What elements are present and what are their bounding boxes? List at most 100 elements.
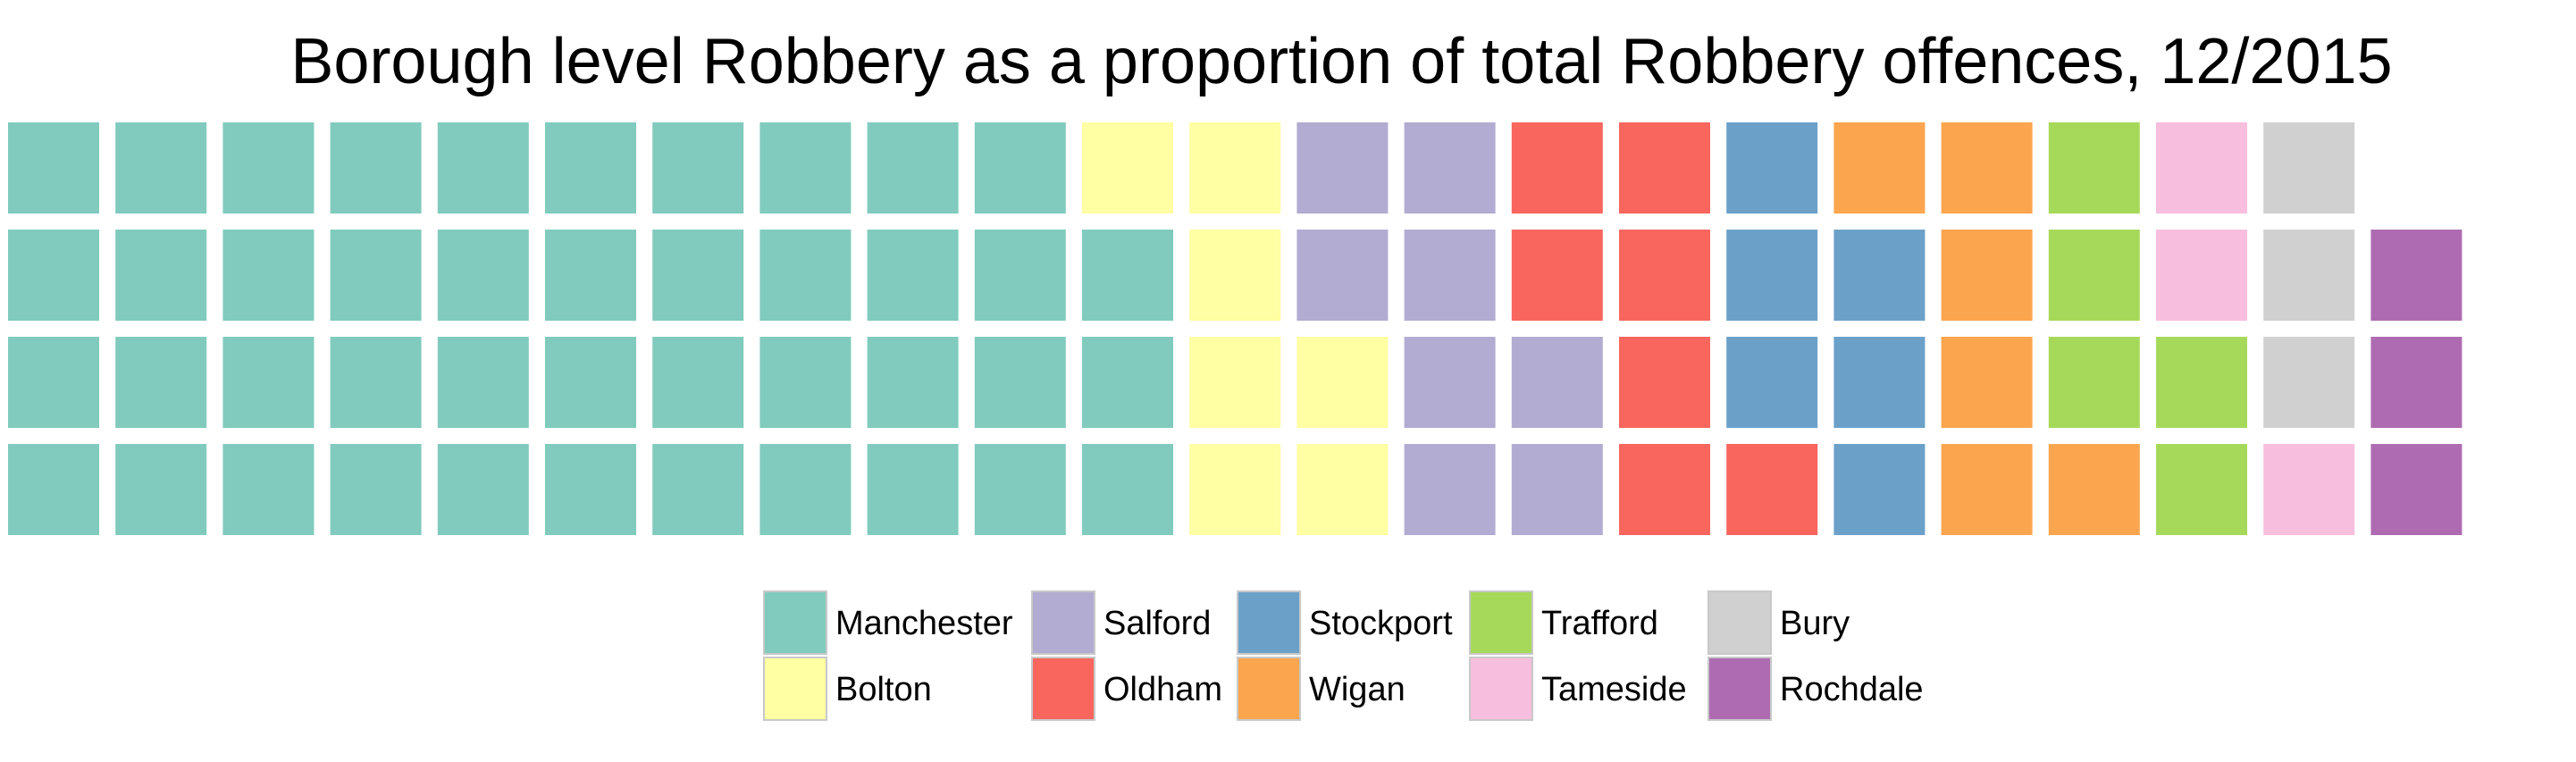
waffle-cell-manchester bbox=[759, 337, 852, 428]
legend-label: Trafford bbox=[1541, 605, 1658, 642]
waffle-cell-manchester bbox=[222, 337, 315, 428]
waffle-cell-salford bbox=[1296, 122, 1389, 214]
waffle-cell-manchester bbox=[759, 122, 852, 214]
waffle-cell-salford bbox=[1296, 230, 1389, 321]
legend-item-salford: Salford bbox=[1031, 590, 1211, 655]
waffle-cell-manchester bbox=[974, 337, 1066, 428]
waffle-cell-manchester bbox=[652, 230, 744, 321]
legend-label: Manchester bbox=[835, 605, 1013, 642]
waffle-cell-manchester bbox=[8, 444, 99, 535]
waffle-cell-manchester bbox=[867, 444, 959, 535]
waffle-cell-manchester bbox=[437, 122, 529, 214]
waffle-cell-manchester bbox=[437, 444, 529, 535]
legend-swatch bbox=[1469, 590, 1533, 655]
waffle-cell-manchester bbox=[330, 337, 422, 428]
waffle-cell-stockport bbox=[1833, 444, 1926, 535]
legend-label: Bury bbox=[1780, 605, 1850, 642]
legend-swatch bbox=[1031, 657, 1095, 721]
waffle-cell-manchester bbox=[1082, 444, 1173, 535]
legend-swatch bbox=[1237, 657, 1301, 721]
waffle-cell-salford bbox=[1404, 444, 1496, 535]
waffle-cell-trafford bbox=[2048, 230, 2140, 321]
waffle-cell-manchester bbox=[437, 230, 529, 321]
waffle-cell-oldham bbox=[1511, 122, 1603, 214]
legend-label: Tameside bbox=[1541, 671, 1687, 708]
waffle-cell-stockport bbox=[1726, 337, 1818, 428]
waffle-cell-wigan bbox=[1833, 122, 1926, 214]
waffle-cell-salford bbox=[1511, 337, 1603, 428]
waffle-cell-bolton bbox=[1296, 444, 1389, 535]
legend-swatch bbox=[1708, 657, 1772, 721]
waffle-cell-manchester bbox=[652, 122, 744, 214]
legend-swatch bbox=[1237, 590, 1301, 655]
legend-swatch bbox=[763, 657, 827, 721]
waffle-cell-manchester bbox=[974, 444, 1066, 535]
waffle-cell-salford bbox=[1404, 230, 1496, 321]
waffle-cell-manchester bbox=[759, 230, 852, 321]
legend-item-manchester: Manchester bbox=[763, 590, 1013, 655]
waffle-cell-wigan bbox=[1941, 444, 2033, 535]
waffle-cell-salford bbox=[1511, 444, 1603, 535]
waffle-cell-manchester bbox=[759, 444, 852, 535]
waffle-cell-stockport bbox=[1726, 230, 1818, 321]
waffle-cell-rochdale bbox=[2370, 444, 2463, 535]
waffle-cell-manchester bbox=[545, 230, 636, 321]
waffle-cell-tameside bbox=[2156, 230, 2247, 321]
waffle-cell-salford bbox=[1404, 337, 1496, 428]
waffle-cell-manchester bbox=[652, 444, 744, 535]
waffle-cell-manchester bbox=[115, 337, 207, 428]
waffle-cell-rochdale bbox=[2370, 337, 2463, 428]
waffle-cell-oldham bbox=[1726, 444, 1818, 535]
legend-swatch bbox=[1708, 590, 1772, 655]
waffle-cell-bolton bbox=[1189, 337, 1281, 428]
waffle-cell-bolton bbox=[1189, 230, 1281, 321]
waffle-cell-oldham bbox=[1619, 122, 1710, 214]
waffle-cells bbox=[8, 122, 2463, 535]
waffle-cell-rochdale bbox=[2370, 230, 2463, 321]
waffle-cell-manchester bbox=[652, 337, 744, 428]
waffle-cell-trafford bbox=[2048, 337, 2140, 428]
waffle-cell-stockport bbox=[1726, 122, 1818, 214]
waffle-cell-bury bbox=[2263, 230, 2355, 321]
waffle-cell-manchester bbox=[974, 122, 1066, 214]
waffle-cell-manchester bbox=[867, 122, 959, 214]
waffle-cell-bury bbox=[2263, 122, 2355, 214]
waffle-cell-bolton bbox=[1189, 122, 1281, 214]
legend-label: Rochdale bbox=[1780, 671, 1924, 708]
waffle-cell-oldham bbox=[1511, 230, 1603, 321]
waffle-cell-manchester bbox=[437, 337, 529, 428]
waffle-cell-wigan bbox=[1941, 230, 2033, 321]
waffle-cell-trafford bbox=[2048, 122, 2140, 214]
waffle-cell-tameside bbox=[2156, 122, 2247, 214]
legend-label: Oldham bbox=[1103, 671, 1222, 708]
waffle-cell-manchester bbox=[1082, 337, 1173, 428]
waffle-cell-oldham bbox=[1619, 337, 1710, 428]
chart-title: Borough level Robbery as a proportion of… bbox=[290, 26, 2393, 97]
waffle-cell-bolton bbox=[1296, 337, 1389, 428]
waffle-cell-manchester bbox=[8, 230, 99, 321]
waffle-cell-manchester bbox=[115, 230, 207, 321]
waffle-cell-manchester bbox=[330, 122, 422, 214]
waffle-cell-bury bbox=[2263, 337, 2355, 428]
waffle-cell-manchester bbox=[330, 444, 422, 535]
waffle-cell-manchester bbox=[115, 444, 207, 535]
waffle-cell-stockport bbox=[1833, 230, 1926, 321]
waffle-cell-manchester bbox=[222, 444, 315, 535]
waffle-cell-manchester bbox=[8, 337, 99, 428]
waffle-cell-manchester bbox=[222, 122, 315, 214]
waffle-cell-manchester bbox=[867, 230, 959, 321]
waffle-cell-wigan bbox=[1941, 122, 2033, 214]
legend-swatch bbox=[1031, 590, 1095, 655]
waffle-cell-manchester bbox=[974, 230, 1066, 321]
waffle-cell-manchester bbox=[115, 122, 207, 214]
legend-item-oldham: Oldham bbox=[1031, 657, 1222, 721]
waffle-cell-manchester bbox=[545, 444, 636, 535]
legend-item-rochdale: Rochdale bbox=[1708, 657, 1924, 721]
waffle-cell-stockport bbox=[1833, 337, 1926, 428]
waffle-cell-manchester bbox=[545, 122, 636, 214]
legend-label: Salford bbox=[1103, 605, 1211, 642]
waffle-cell-tameside bbox=[2263, 444, 2355, 535]
waffle-cell-bolton bbox=[1189, 444, 1281, 535]
waffle-cell-manchester bbox=[222, 230, 315, 321]
